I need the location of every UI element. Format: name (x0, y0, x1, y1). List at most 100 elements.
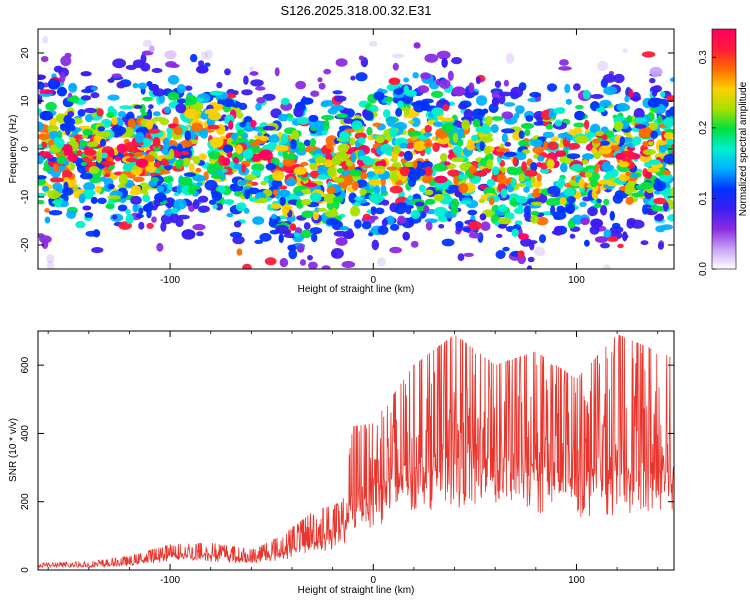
heatmap-cell (40, 56, 49, 63)
heatmap-cell (62, 169, 73, 179)
heatmap-cell (373, 185, 381, 195)
heatmap-cell (100, 138, 107, 147)
heatmap-cell (414, 201, 425, 207)
heatmap-cell (38, 94, 43, 105)
heatmap-cell (333, 177, 345, 183)
heatmap-cell (501, 128, 515, 134)
heatmap-cell (58, 165, 66, 172)
heatmap-cell (107, 183, 115, 190)
heatmap-cell (349, 169, 363, 177)
heatmap-cell (366, 126, 373, 136)
heatmap-cell (582, 153, 594, 160)
y-tick-label: 200 (20, 493, 31, 510)
heatmap-cell (146, 222, 154, 229)
heatmap-cell (173, 126, 183, 136)
heatmap-cell (607, 182, 619, 187)
heatmap-cell (548, 110, 555, 119)
heatmap-cell (392, 173, 399, 183)
heatmap-cell (184, 130, 191, 141)
heatmap-cell (441, 238, 455, 247)
heatmap-cell (405, 161, 414, 168)
heatmap-cell (38, 121, 44, 131)
heatmap-cell (368, 105, 379, 112)
heatmap-cell (260, 181, 267, 186)
heatmap-cell (450, 206, 459, 215)
heatmap-cell (475, 76, 481, 85)
heatmap-cell (372, 122, 382, 127)
heatmap-cell (265, 163, 277, 171)
heatmap-cell (249, 120, 257, 128)
heatmap-cell (392, 62, 399, 71)
heatmap-cell (423, 142, 435, 147)
heatmap-cell (595, 107, 606, 113)
heatmap-cell (602, 264, 611, 269)
y-tick-label: 0 (20, 567, 31, 573)
heatmap-cell (389, 127, 398, 138)
heatmap-cell (142, 96, 154, 102)
heatmap-cell (148, 104, 154, 110)
heatmap-cell (486, 178, 496, 188)
heatmap-cell (142, 194, 151, 203)
heatmap-cell (229, 184, 236, 189)
heatmap-cell (42, 185, 49, 192)
heatmap-cell (148, 128, 161, 134)
heatmap-cell (448, 101, 456, 107)
heatmap-cell (503, 151, 517, 157)
heatmap-cell (119, 105, 134, 110)
heatmap-cell (633, 108, 645, 119)
heatmap-cell (495, 250, 506, 259)
heatmap-cell (554, 119, 562, 127)
heatmap-cell (50, 177, 64, 183)
heatmap-cell (217, 185, 226, 194)
heatmap-cell (198, 153, 207, 161)
heatmap-cell (498, 204, 508, 213)
heatmap-cell (393, 88, 404, 95)
heatmap-cell (518, 139, 529, 147)
heatmap-cell (501, 111, 514, 119)
heatmap-cell (125, 64, 137, 70)
heatmap-cell (96, 152, 103, 164)
heatmap-cell (476, 95, 488, 106)
heatmap-cell (517, 203, 524, 214)
heatmap-cell (408, 120, 415, 125)
heatmap-cell (278, 185, 288, 190)
heatmap-cell (452, 86, 466, 97)
heatmap-cell (459, 100, 472, 108)
heatmap-cell (457, 253, 465, 261)
heatmap-cell (545, 123, 554, 130)
heatmap-cell (351, 181, 359, 191)
heatmap-cell (404, 89, 417, 97)
heatmap-cell (38, 133, 50, 141)
heatmap-cell (145, 119, 154, 130)
heatmap-cell (90, 92, 100, 99)
heatmap-cell (431, 90, 444, 99)
heatmap-cell (177, 143, 183, 152)
heatmap-cell (339, 226, 350, 231)
heatmap-cell (348, 192, 358, 204)
heatmap-cell (649, 77, 656, 84)
heatmap-cell (224, 68, 231, 76)
heatmap-cell (354, 219, 362, 229)
snr-axes: -100 0 100 0 200 400 600 (20, 331, 674, 586)
heatmap-cell (472, 171, 487, 177)
heatmap-cell (107, 78, 115, 83)
heatmap-cell (64, 52, 72, 59)
heatmap-cell (262, 125, 276, 131)
heatmap-cell (66, 210, 77, 219)
heatmap-cell (649, 106, 658, 112)
heatmap-cell (111, 73, 122, 79)
heatmap-cell (653, 180, 666, 192)
heatmap-cell (423, 205, 430, 213)
heatmap-cell (399, 142, 408, 149)
heatmap-cell (609, 210, 615, 221)
heatmap-cell (412, 72, 420, 79)
heatmap-cell (282, 205, 293, 210)
heatmap-cell (598, 145, 612, 155)
heatmap-cell (67, 153, 79, 162)
heatmap-cell (369, 193, 384, 204)
heatmap-cell (356, 179, 368, 189)
heatmap-cell (252, 216, 265, 225)
colorbar-gradient (712, 29, 736, 269)
heatmap-cell (495, 233, 503, 238)
